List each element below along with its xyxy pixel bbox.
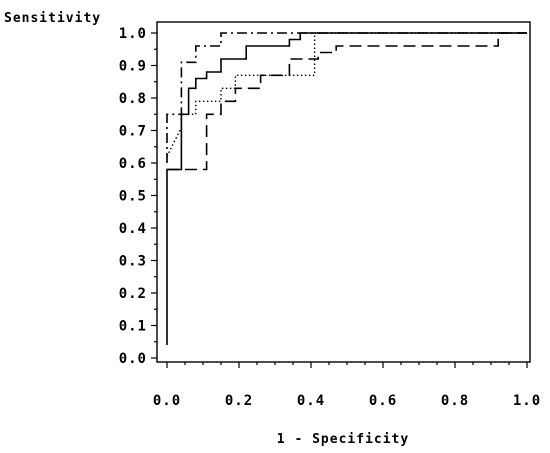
y-tick-label: 0.7: [119, 124, 147, 140]
x-tick-label: 0.2: [225, 393, 253, 409]
x-axis-title: 1 - Specificity: [277, 432, 409, 447]
x-tick-label: 0.8: [441, 393, 469, 409]
plot-frame: [156, 21, 531, 363]
y-axis-title: Sensitivity: [4, 11, 101, 26]
x-tick-label: 0.0: [153, 393, 181, 409]
y-tick-label: 0.0: [119, 351, 147, 367]
y-tick-label: 0.8: [119, 91, 147, 107]
y-tick-label: 0.2: [119, 286, 147, 302]
x-tick-label: 0.4: [297, 393, 325, 409]
y-tick-label: 0.1: [119, 319, 147, 335]
roc-curves: [166, 32, 527, 345]
roc-curve-dashed: [167, 32, 527, 171]
x-tick-label: 1.0: [513, 393, 541, 409]
y-tick-label: 0.3: [119, 254, 147, 270]
y-tick-labels: 0.0 0.1 0.2 0.3 0.4 0.5 0.6 0.7 0.8 0.9 1.0: [119, 26, 147, 367]
y-tick-label: 1.0: [119, 26, 147, 42]
y-tick-label: 0.4: [119, 221, 147, 237]
roc-curve-solid: [166, 32, 527, 345]
y-tick-label: 0.6: [119, 156, 147, 172]
y-tick-label: 0.9: [119, 59, 147, 75]
roc-curve-dotted: [166, 32, 527, 157]
tick-marks: [151, 32, 528, 368]
x-tick-label: 0.6: [369, 393, 397, 409]
x-tick-labels: 0.0 0.2 0.4 0.6 0.8 1.0: [153, 393, 541, 409]
y-tick-label: 0.5: [119, 189, 147, 205]
roc-curve-dashdot: [166, 32, 527, 163]
